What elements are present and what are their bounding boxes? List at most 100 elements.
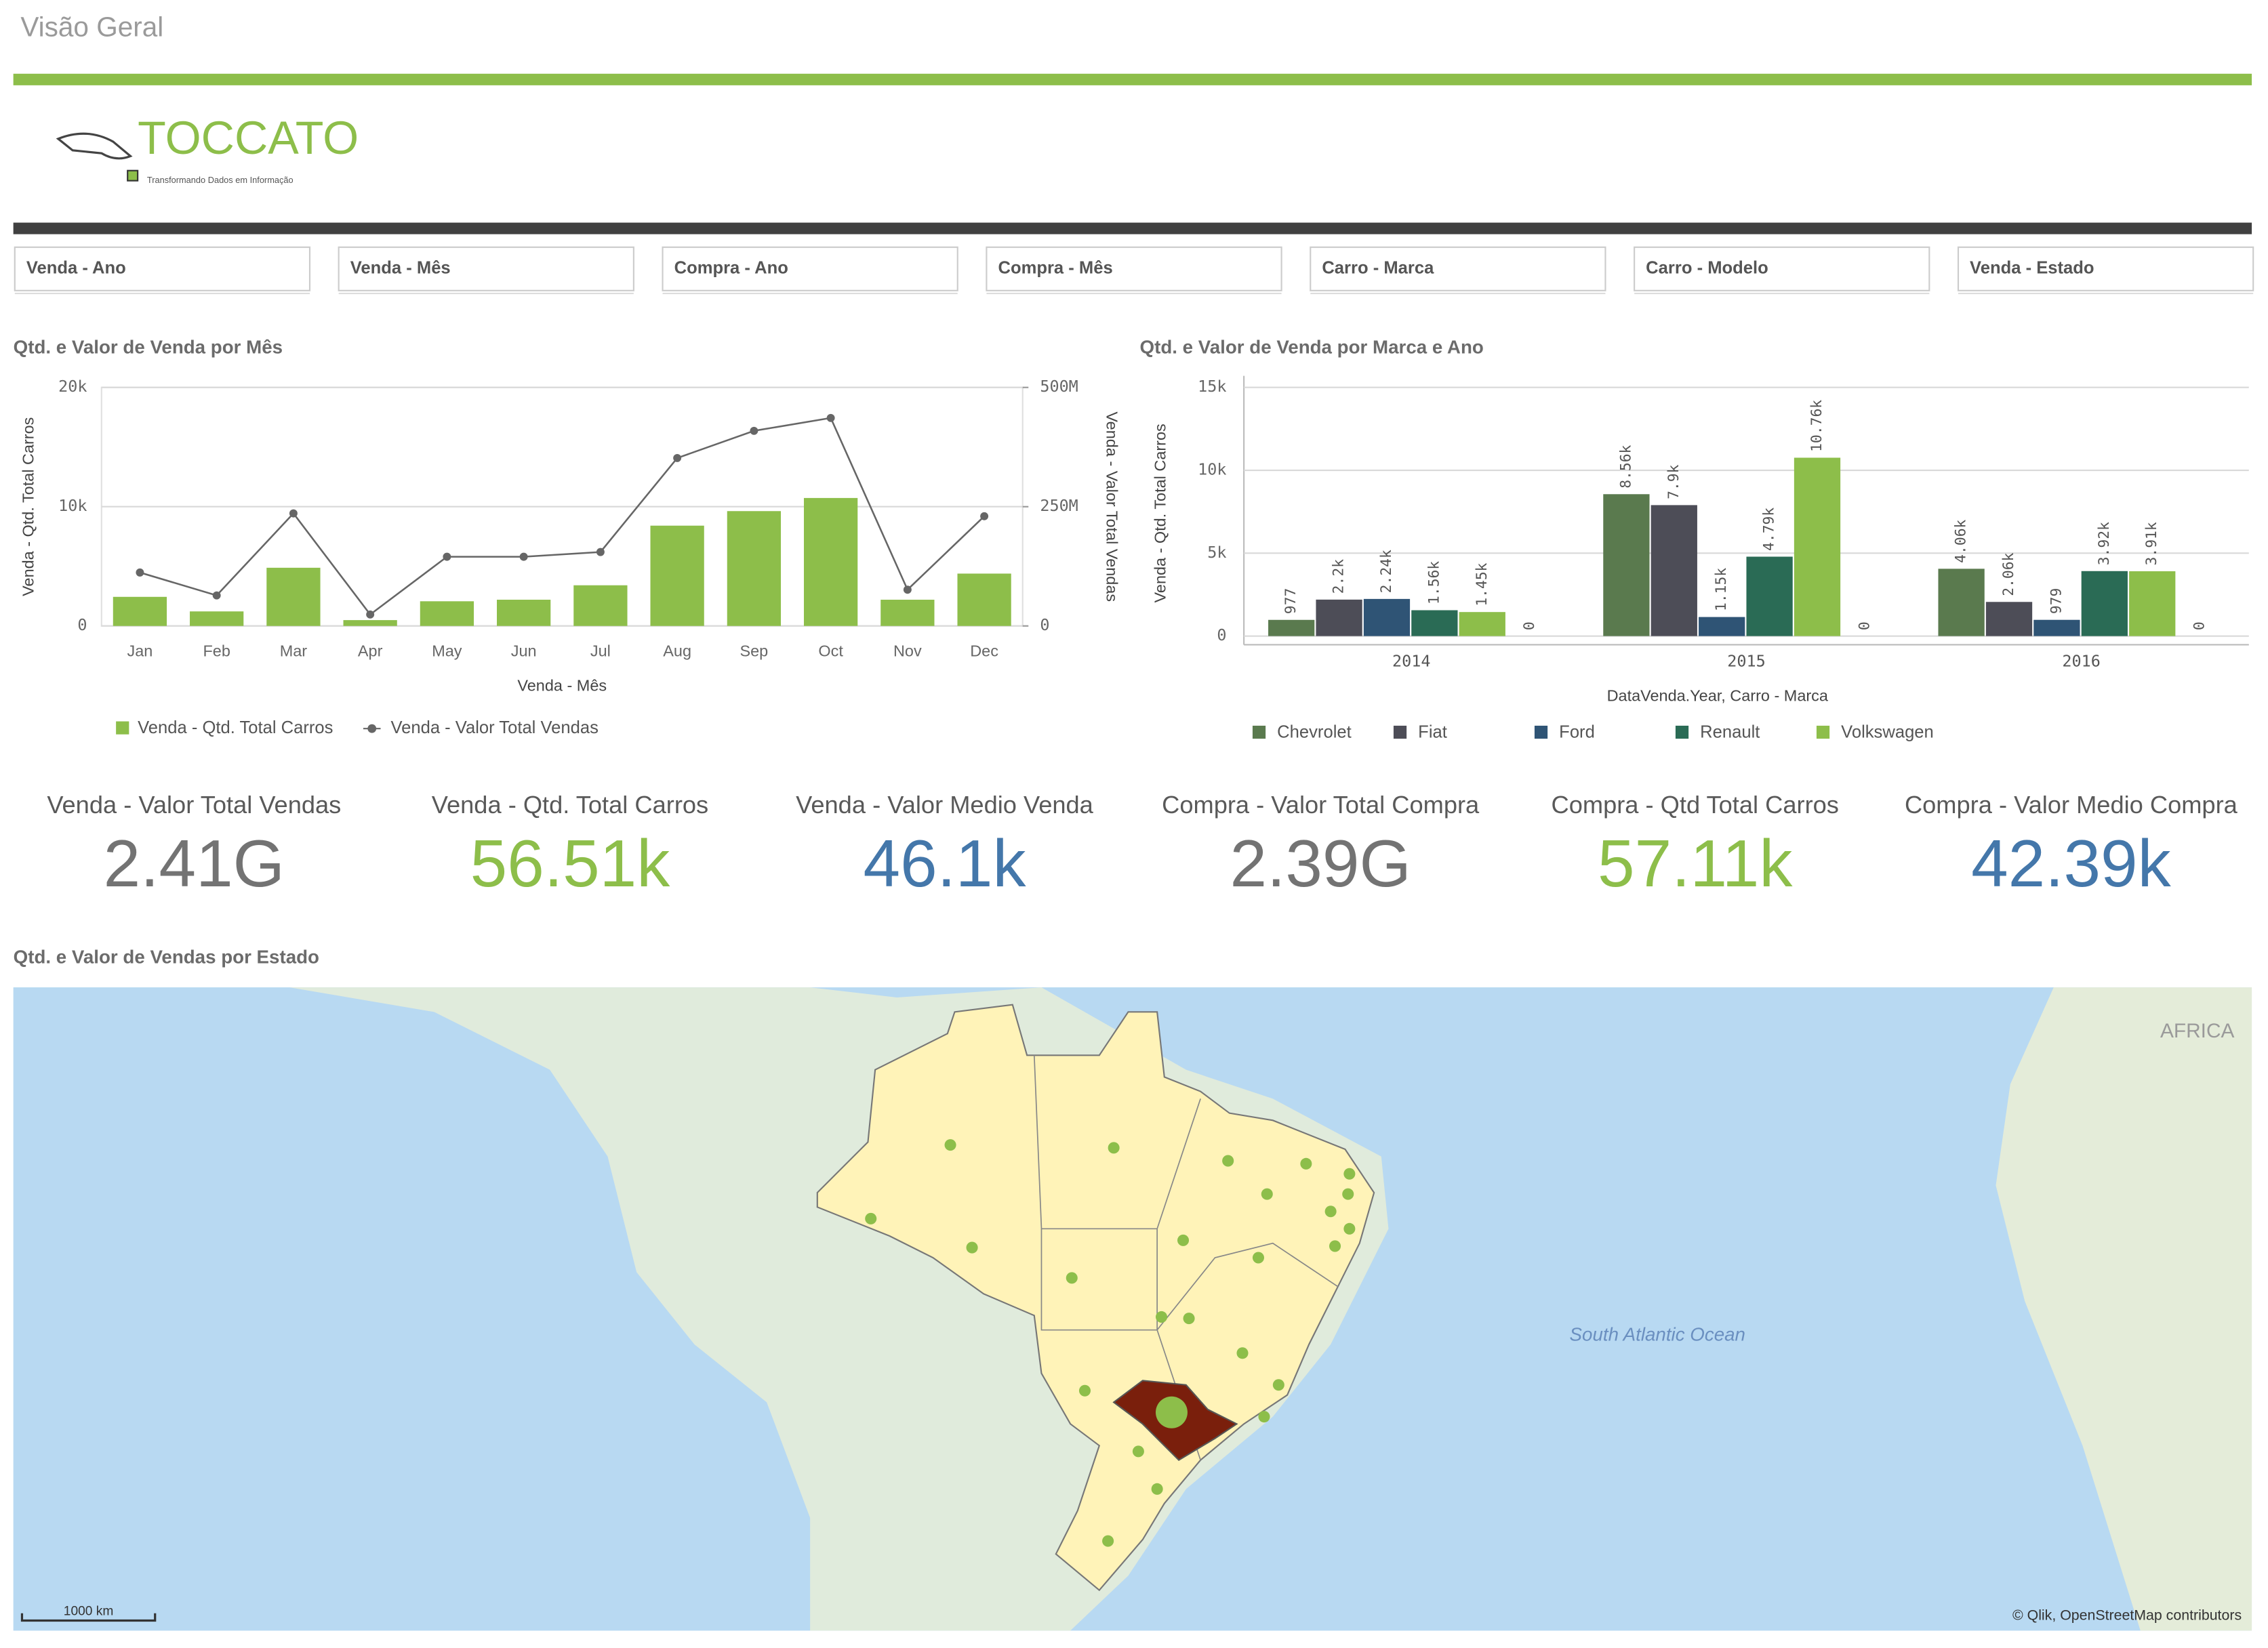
- bubble: [1102, 1535, 1114, 1547]
- bar[interactable]: [2033, 619, 2080, 636]
- bubble: [1156, 1311, 1168, 1323]
- bar[interactable]: [266, 567, 321, 626]
- filter-box[interactable]: [1634, 246, 1930, 291]
- line-point[interactable]: [443, 552, 451, 561]
- legend-swatch: [1534, 725, 1548, 739]
- bar[interactable]: [1651, 505, 1697, 636]
- bar[interactable]: [880, 600, 935, 626]
- bar[interactable]: [343, 620, 397, 626]
- page-title: Visão Geral: [20, 11, 163, 42]
- bar[interactable]: [113, 596, 167, 626]
- scale-label: 1000 km: [64, 1605, 114, 1619]
- data-label: 0: [1521, 621, 1538, 630]
- line-point[interactable]: [212, 591, 221, 600]
- data-label: 979: [2048, 588, 2065, 615]
- y-tick-label: 0: [77, 615, 87, 634]
- logo-tagline: Transformando Dados em Informação: [147, 175, 293, 185]
- bar[interactable]: [1985, 602, 2033, 636]
- logo-hand: [56, 132, 133, 160]
- bar[interactable]: [803, 497, 858, 626]
- line-point[interactable]: [366, 610, 375, 619]
- bar[interactable]: [957, 573, 1011, 626]
- bubble: [1258, 1411, 1270, 1423]
- filter-box[interactable]: [14, 246, 311, 291]
- line-point[interactable]: [980, 512, 989, 520]
- x-tick-label: Oct: [818, 642, 843, 659]
- line-point[interactable]: [673, 453, 682, 462]
- y-axis-title: Venda - Qtd. Total Carros: [1152, 424, 1169, 602]
- bubble: [1177, 1234, 1190, 1246]
- bar[interactable]: [573, 585, 628, 626]
- bar[interactable]: [420, 601, 474, 626]
- filter-box[interactable]: [986, 246, 1282, 291]
- bar[interactable]: [1699, 617, 1745, 636]
- y-tick-label: 20k: [58, 377, 87, 396]
- filter-box[interactable]: [338, 246, 634, 291]
- line-point[interactable]: [750, 426, 758, 435]
- line-point[interactable]: [596, 548, 605, 556]
- bar[interactable]: [1603, 494, 1650, 636]
- kpi-label: Compra - Valor Medio Compra: [1905, 791, 2238, 819]
- x-tick-label: Dec: [970, 642, 998, 659]
- bubble: [1066, 1272, 1078, 1284]
- legend-label[interactable]: Ford: [1559, 722, 1595, 741]
- bar[interactable]: [2081, 571, 2128, 636]
- data-label: 1.56k: [1425, 561, 1442, 604]
- bar[interactable]: [1938, 569, 1985, 636]
- bar[interactable]: [727, 511, 782, 626]
- bar[interactable]: [1411, 610, 1458, 636]
- bar[interactable]: [1746, 556, 1793, 636]
- chart-title: Qtd. e Valor de Venda por Marca e Ano: [1140, 336, 1484, 357]
- filter-label: Compra - Mês: [998, 259, 1112, 278]
- state-border: [1033, 1055, 1201, 1230]
- bar[interactable]: [1794, 457, 1841, 636]
- map: South Atlantic Ocean AFRICA 1000 km © Ql…: [13, 987, 2252, 1631]
- x-tick-label: 2015: [1727, 652, 1765, 671]
- scale-bar: [20, 1613, 157, 1622]
- bar[interactable]: [1268, 619, 1315, 636]
- filter-label: Venda - Ano: [26, 259, 126, 278]
- kpi-label: Venda - Valor Total Vendas: [47, 791, 341, 819]
- legend-label[interactable]: Fiat: [1418, 722, 1447, 741]
- logo-square: [127, 169, 139, 182]
- land: [1996, 987, 2252, 1631]
- x-tick-label: 2016: [2062, 652, 2100, 671]
- kpi-label: Compra - Qtd Total Carros: [1552, 791, 1839, 819]
- y-tick-label: 5k: [1207, 543, 1226, 562]
- bubble: [1329, 1240, 1341, 1252]
- line-point[interactable]: [826, 413, 835, 422]
- line-point[interactable]: [136, 568, 144, 577]
- bar[interactable]: [497, 600, 551, 626]
- filter-box[interactable]: [1310, 246, 1606, 291]
- data-label: 8.56k: [1617, 445, 1634, 488]
- line-point[interactable]: [289, 509, 298, 518]
- bubble: [1272, 1379, 1284, 1391]
- bar[interactable]: [1459, 612, 1505, 636]
- bubble: [865, 1212, 877, 1224]
- bubble: [966, 1241, 978, 1254]
- bar[interactable]: [1316, 599, 1362, 636]
- data-label: 3.91k: [2143, 522, 2160, 565]
- legend-label[interactable]: Venda - Qtd. Total Carros: [138, 718, 333, 737]
- bubble: [1261, 1188, 1273, 1200]
- filter-box[interactable]: [662, 246, 958, 291]
- filter-box[interactable]: [1957, 246, 2254, 291]
- continent-label: AFRICA: [2160, 1020, 2235, 1042]
- legend-label[interactable]: Volkswagen: [1841, 722, 1934, 741]
- bar[interactable]: [2129, 571, 2176, 636]
- x-tick-label: Jan: [127, 642, 153, 659]
- legend-label[interactable]: Venda - Valor Total Vendas: [390, 718, 598, 737]
- bar[interactable]: [190, 611, 244, 626]
- line-point[interactable]: [903, 585, 912, 594]
- y-tick-label: 10k: [58, 496, 87, 515]
- legend-label[interactable]: Renault: [1700, 722, 1760, 741]
- legend-label[interactable]: Chevrolet: [1277, 722, 1352, 741]
- bar[interactable]: [1363, 598, 1411, 636]
- line-point[interactable]: [519, 552, 528, 561]
- bubble: [1151, 1483, 1163, 1495]
- bar[interactable]: [650, 525, 704, 626]
- bubble: [1078, 1384, 1091, 1397]
- data-label: 7.9k: [1665, 464, 1682, 499]
- filter-row: Venda - Ano Venda - Mês Compra - Ano Compra…: [14, 246, 2254, 295]
- data-label: 3.92k: [2096, 522, 2113, 565]
